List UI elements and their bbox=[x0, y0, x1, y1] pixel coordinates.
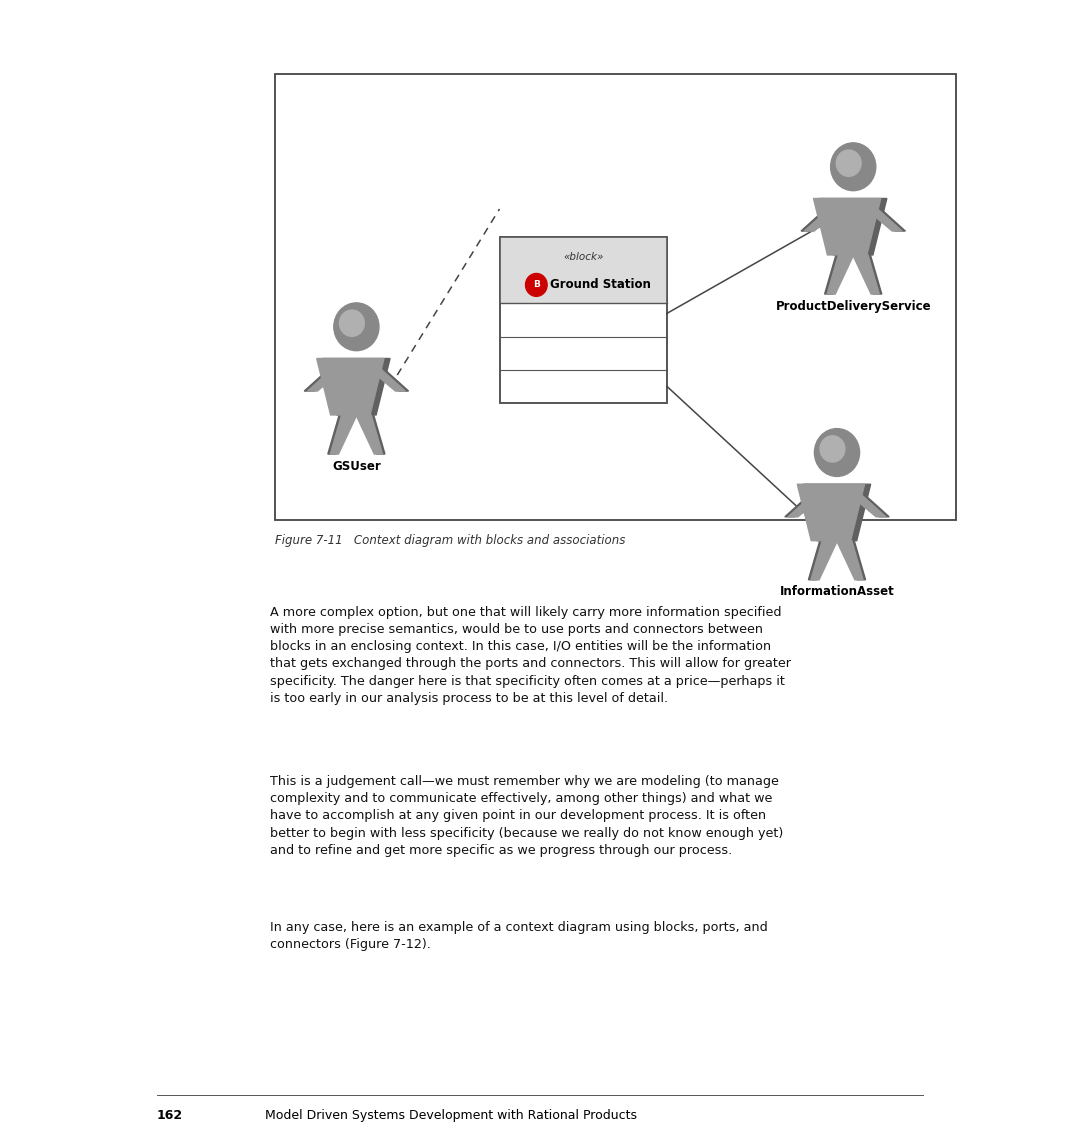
Text: GSUser: GSUser bbox=[332, 459, 381, 473]
Polygon shape bbox=[788, 487, 834, 517]
Bar bbox=[275, 74, 956, 520]
Polygon shape bbox=[330, 415, 356, 454]
Bar bbox=[499, 238, 667, 403]
Text: This is a judgement call—we must remember why we are modeling (to manage
complex: This is a judgement call—we must remembe… bbox=[270, 775, 783, 857]
Polygon shape bbox=[839, 541, 865, 580]
Circle shape bbox=[836, 150, 861, 176]
Polygon shape bbox=[837, 541, 863, 580]
Polygon shape bbox=[827, 255, 853, 294]
Circle shape bbox=[831, 143, 876, 191]
Polygon shape bbox=[356, 415, 382, 454]
Polygon shape bbox=[316, 359, 384, 415]
Polygon shape bbox=[825, 255, 851, 294]
Polygon shape bbox=[785, 487, 831, 517]
Polygon shape bbox=[840, 487, 886, 517]
Polygon shape bbox=[305, 361, 350, 391]
Polygon shape bbox=[363, 361, 408, 391]
Polygon shape bbox=[860, 201, 905, 231]
Polygon shape bbox=[804, 485, 870, 541]
Polygon shape bbox=[855, 255, 881, 294]
Polygon shape bbox=[360, 361, 405, 391]
Text: ProductDeliveryService: ProductDeliveryService bbox=[775, 299, 931, 313]
Text: In any case, here is an example of a context diagram using blocks, ports, and
co: In any case, here is an example of a con… bbox=[270, 921, 768, 951]
Text: Figure 7-11   Context diagram with blocks and associations: Figure 7-11 Context diagram with blocks … bbox=[275, 534, 625, 546]
Polygon shape bbox=[797, 485, 865, 541]
Polygon shape bbox=[359, 415, 384, 454]
Polygon shape bbox=[323, 359, 390, 415]
Polygon shape bbox=[809, 541, 835, 580]
Bar bbox=[499, 238, 667, 403]
Polygon shape bbox=[811, 541, 837, 580]
Circle shape bbox=[814, 429, 860, 477]
Circle shape bbox=[339, 310, 364, 336]
Polygon shape bbox=[813, 199, 881, 255]
Text: Ground Station: Ground Station bbox=[550, 279, 650, 291]
Polygon shape bbox=[805, 201, 850, 231]
Polygon shape bbox=[843, 487, 889, 517]
Circle shape bbox=[334, 303, 379, 351]
Polygon shape bbox=[856, 201, 902, 231]
Bar bbox=[499, 238, 667, 304]
Polygon shape bbox=[820, 199, 887, 255]
Text: «block»: «block» bbox=[563, 253, 604, 262]
Polygon shape bbox=[328, 415, 354, 454]
Text: B: B bbox=[532, 280, 540, 289]
Circle shape bbox=[820, 435, 845, 462]
Polygon shape bbox=[801, 201, 847, 231]
Text: A more complex option, but one that will likely carry more information specified: A more complex option, but one that will… bbox=[270, 606, 791, 705]
Text: Model Driven Systems Development with Rational Products: Model Driven Systems Development with Ra… bbox=[265, 1109, 636, 1121]
Text: 162: 162 bbox=[157, 1109, 183, 1121]
Polygon shape bbox=[308, 361, 353, 391]
Circle shape bbox=[526, 273, 548, 296]
Text: InformationAsset: InformationAsset bbox=[780, 585, 894, 599]
Polygon shape bbox=[853, 255, 879, 294]
